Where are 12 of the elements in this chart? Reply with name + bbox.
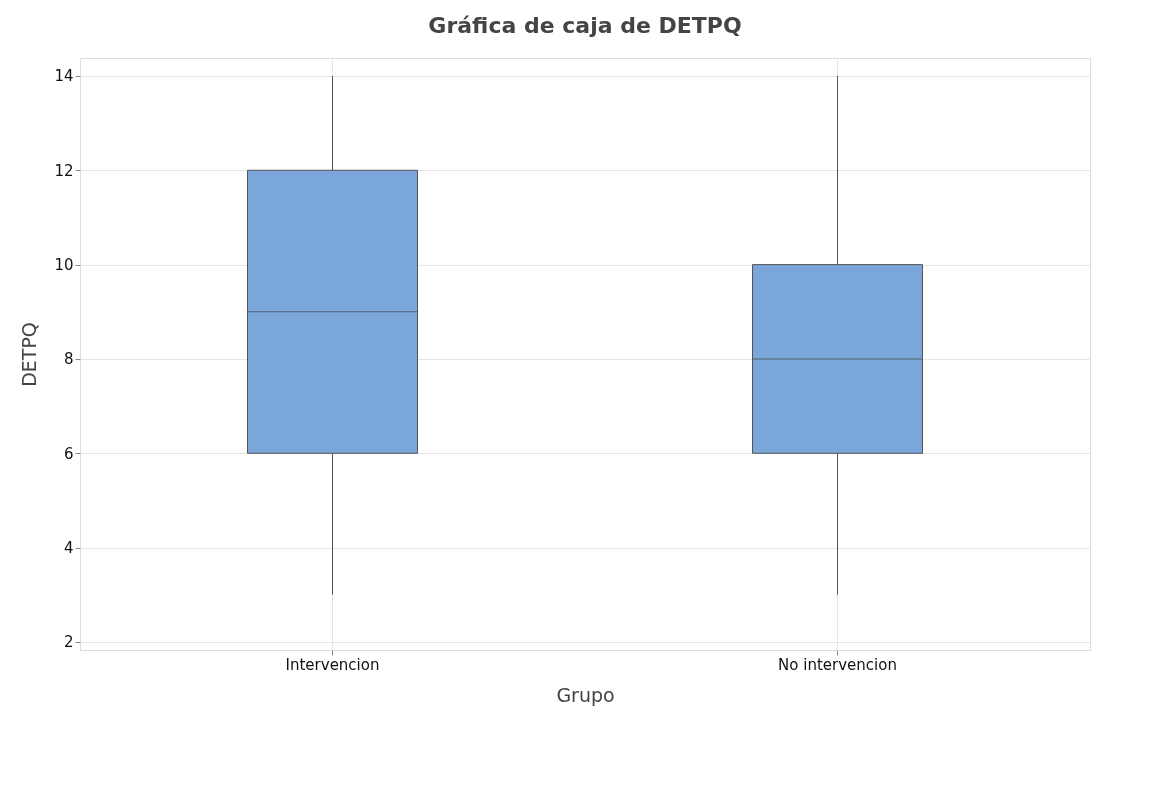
x-tick-label: No intervencion xyxy=(778,655,897,674)
y-tick-label: 14 xyxy=(54,67,74,86)
y-tick-label: 4 xyxy=(63,539,74,558)
y-tick-label: 8 xyxy=(63,350,74,369)
chart-title: Gráfica de caja de DETPQ xyxy=(428,13,742,38)
y-tick-label: 12 xyxy=(54,161,74,180)
x-axis-title: Grupo xyxy=(556,683,615,706)
y-tick-label: 2 xyxy=(63,633,74,652)
y-tick-label: 10 xyxy=(54,256,74,275)
y-tick-label: 6 xyxy=(63,444,74,463)
y-axis-title: DETPQ xyxy=(18,322,41,387)
x-tick-label: Intervencion xyxy=(285,655,380,674)
